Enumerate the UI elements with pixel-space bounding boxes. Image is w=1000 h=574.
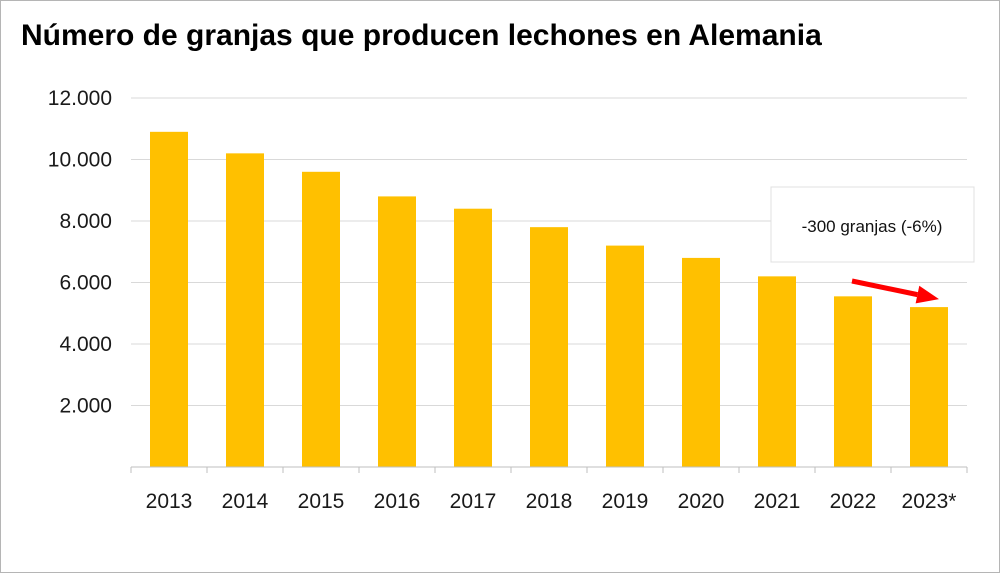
x-tick-label: 2018 bbox=[526, 490, 573, 513]
annotation: -300 granjas (-6%) bbox=[770, 186, 975, 304]
bar bbox=[378, 196, 416, 467]
x-tick-label: 2015 bbox=[298, 490, 345, 513]
x-tick-label: 2023* bbox=[902, 490, 957, 513]
y-axis-ticks: 2.000 4.000 6.000 8.000 10.000 12.000 bbox=[48, 87, 112, 418]
bar bbox=[606, 245, 644, 467]
bar bbox=[758, 276, 796, 467]
bar bbox=[226, 153, 264, 467]
y-tick-label: 6.000 bbox=[59, 272, 112, 295]
x-tick-label: 2019 bbox=[602, 490, 649, 513]
chart-title: Número de granjas que producen lechones … bbox=[21, 19, 822, 52]
y-tick-label: 4.000 bbox=[59, 333, 112, 356]
x-tick-label: 2020 bbox=[678, 490, 725, 513]
x-tick-label: 2022 bbox=[830, 490, 877, 513]
annotation-arrow-head bbox=[915, 285, 939, 304]
x-axis bbox=[130, 466, 968, 473]
bar bbox=[150, 131, 188, 467]
bar bbox=[910, 307, 948, 467]
x-axis-ticks: 2013 2014 2015 2016 2017 2018 2019 2020 2021 2022… bbox=[146, 490, 957, 513]
bar bbox=[682, 257, 720, 467]
y-tick-label: 10.000 bbox=[48, 149, 112, 172]
x-tick-label: 2021 bbox=[754, 490, 801, 513]
annotation-arrow-shaft bbox=[851, 278, 918, 298]
x-tick-label: 2016 bbox=[374, 490, 421, 513]
bar bbox=[834, 296, 872, 467]
bars bbox=[150, 131, 948, 468]
x-tick-label: 2017 bbox=[450, 490, 497, 513]
y-tick-label: 12.000 bbox=[48, 87, 112, 110]
bar bbox=[454, 208, 492, 467]
bar bbox=[302, 171, 340, 468]
x-tick-label: 2014 bbox=[222, 490, 269, 513]
annotation-text: -300 granjas (-6%) bbox=[802, 217, 943, 236]
y-tick-label: 2.000 bbox=[59, 395, 112, 418]
bar bbox=[530, 227, 568, 467]
x-tick-label: 2013 bbox=[146, 490, 193, 513]
y-tick-label: 8.000 bbox=[59, 210, 112, 233]
annotation-box bbox=[770, 186, 975, 263]
